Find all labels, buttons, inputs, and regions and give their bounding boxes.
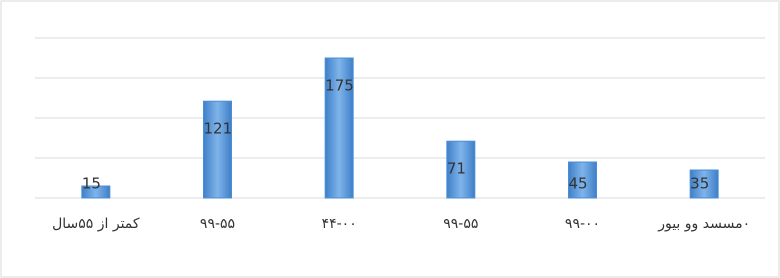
bar <box>204 101 232 198</box>
x-tick-label: ۰مسسد وو بیور <box>657 216 750 232</box>
chart: 15 کمتر از ۵۵سال 121 ۹۹-۵۵ 175 ۴۴-۰۰ 71 ۹۹-۵۵ 45… <box>0 0 780 278</box>
page: 15 کمتر از ۵۵سال 121 ۹۹-۵۵ 175 ۴۴-۰۰ 71 ۹۹-۵۵ 45… <box>0 0 780 278</box>
chart-border <box>1 1 779 277</box>
data-label: 71 <box>447 160 466 178</box>
data-label: 175 <box>325 77 354 95</box>
x-tick-label: ۹۹-۵۵ <box>443 216 478 232</box>
x-tick-label: ۹۹-۰۰ <box>565 216 600 232</box>
x-tick-label: ۴۴-۰۰ <box>322 216 357 232</box>
x-tick-label: کمتر از ۵۵سال <box>52 216 140 232</box>
data-label: 15 <box>82 175 101 193</box>
data-label: 35 <box>690 175 709 193</box>
data-label: 121 <box>204 120 233 138</box>
x-tick-label: ۹۹-۵۵ <box>200 216 235 232</box>
data-label: 45 <box>569 175 588 193</box>
